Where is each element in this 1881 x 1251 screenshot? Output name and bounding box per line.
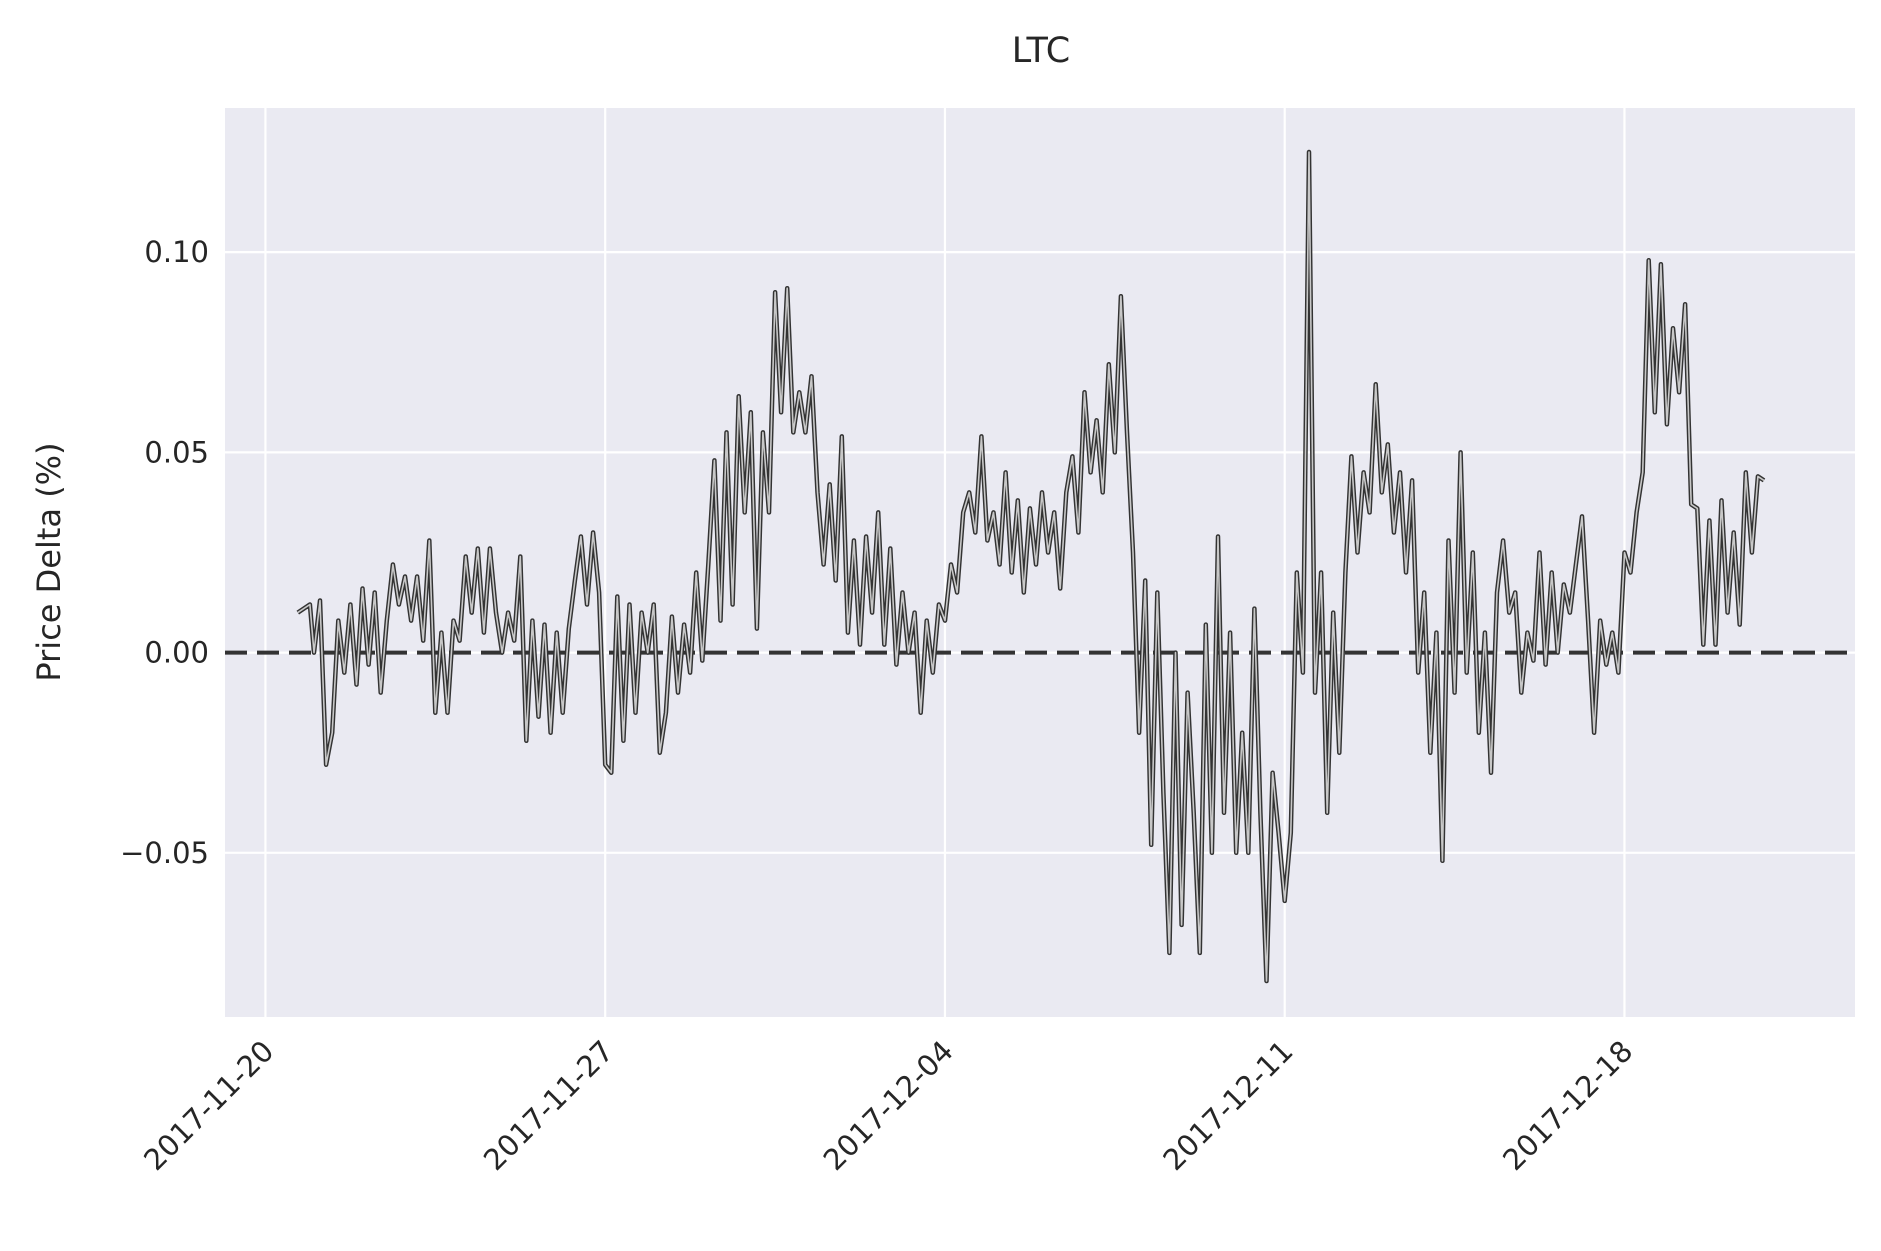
x-tick-label: 2017-11-27 bbox=[477, 1034, 620, 1177]
y-tick-label: −0.05 bbox=[120, 836, 209, 870]
plot-area bbox=[225, 108, 1855, 1017]
chart-title: LTC bbox=[1012, 31, 1070, 71]
y-tick-label: 0.10 bbox=[144, 235, 209, 269]
x-tick-label: 2017-12-04 bbox=[817, 1034, 960, 1177]
series-layer bbox=[296, 149, 1766, 984]
y-axis-label: Price Delta (%) bbox=[30, 442, 68, 681]
y-tick-label: 0.00 bbox=[144, 636, 209, 670]
y-tick-labels: −0.05 0.00 0.05 0.10 bbox=[120, 235, 209, 870]
series-line bbox=[297, 151, 1765, 982]
y-tick-label: 0.05 bbox=[144, 435, 209, 469]
x-tick-labels: 2017-11-20 2017-11-27 2017-12-04 2017-12-11… bbox=[137, 1034, 1639, 1177]
x-tick-label: 2017-11-20 bbox=[137, 1034, 280, 1177]
x-tick-label: 2017-12-18 bbox=[1496, 1034, 1639, 1177]
x-tick-label: 2017-12-11 bbox=[1156, 1034, 1299, 1177]
